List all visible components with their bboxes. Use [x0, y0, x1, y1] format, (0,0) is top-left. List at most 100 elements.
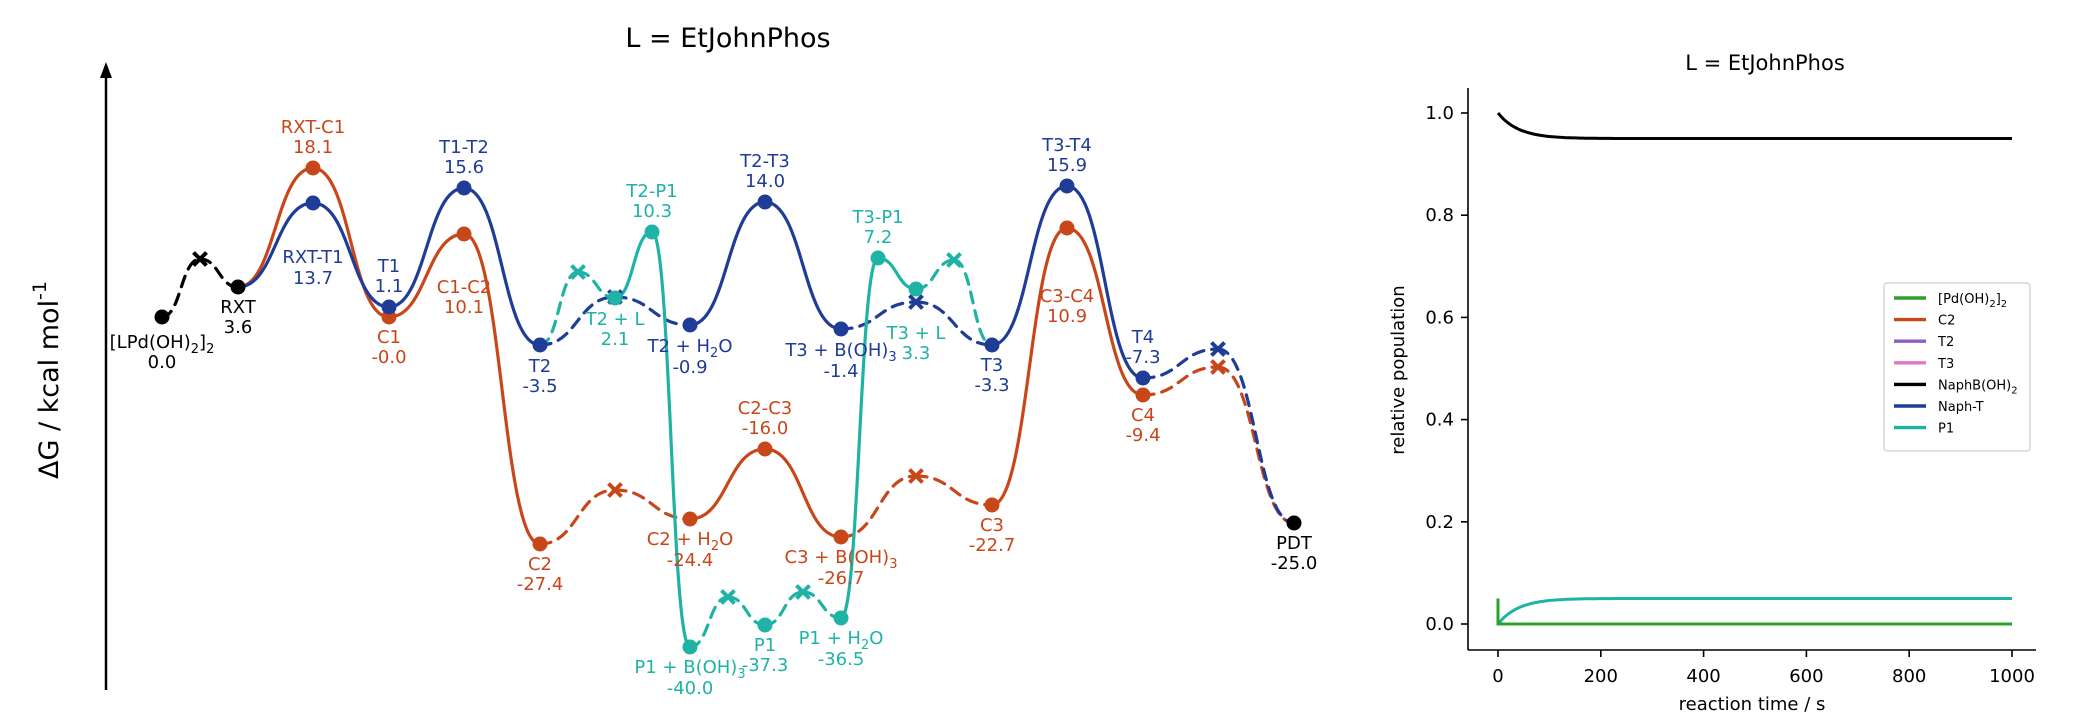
seg-c3boh-c3-a [839, 474, 918, 539]
state-name: T3-T4 [1041, 135, 1092, 156]
state-name: P1 + H2O [799, 628, 884, 653]
state-dot-rxt [230, 279, 246, 295]
state-dot-c4 [1135, 387, 1151, 403]
state-name: C2 + H2O [647, 529, 734, 554]
x-tick-label: 800 [1892, 666, 1926, 687]
state-value: 3.6 [224, 317, 253, 338]
state-value: -0.0 [371, 347, 406, 368]
legend-entry: P1 [1894, 422, 1954, 437]
legend-label: [Pd(OH)2]2 [1938, 292, 2007, 310]
seg-t2-t2h2o-b [613, 295, 692, 327]
x-tick-label: 400 [1686, 666, 1720, 687]
population-series [1496, 112, 2012, 626]
state-label-c2: C2-27.4 [517, 554, 564, 595]
state-dot-lpd [154, 309, 170, 325]
state-value: -16.0 [742, 418, 789, 439]
seg-c3boh-c3-cross [908, 468, 924, 484]
state-label-c3: C3-22.7 [969, 515, 1016, 556]
seg-t2t3-t3boh [763, 200, 843, 331]
state-value: 1.1 [375, 276, 404, 297]
profile-labels: [LPd(OH)2]20.0RXT3.6RXT-C118.1RXT-T113.7… [110, 117, 1318, 699]
y-tick-label: 0.6 [1425, 307, 1454, 328]
state-label-t2: T2-3.5 [522, 356, 557, 397]
seg-t2p1-p1boh [650, 230, 692, 649]
state-dot-c2 [532, 536, 548, 552]
state-name: C2-C3 [738, 398, 793, 419]
seg-t3l-t3-cross [946, 252, 962, 268]
state-name: T2 + H2O [647, 336, 733, 361]
state-dot-t3l [908, 281, 924, 297]
state-dot-c1c2 [456, 226, 472, 242]
state-label-t3l: T3 + L3.3 [885, 323, 945, 364]
seg-t3t4-t4 [1065, 184, 1145, 380]
state-dot-t4 [1135, 370, 1151, 386]
state-dot-t2l [607, 290, 623, 306]
state-label-t3-p1: T3-P17.2 [851, 207, 903, 248]
legend-entry: T3 [1894, 357, 1954, 372]
seg-c3-c3c4 [990, 226, 1069, 507]
state-value: -37.3 [742, 655, 789, 676]
state-name: T3-P1 [851, 207, 903, 228]
state-name: T2-T3 [739, 151, 790, 172]
seg-c4-pdt-orange-a [1141, 365, 1220, 397]
state-label-t2l: T2 + L2.1 [584, 309, 644, 350]
state-label-t2h2o: T2 + H2O-0.9 [647, 336, 733, 378]
state-value: -0.9 [672, 357, 707, 378]
legend-label: T2 [1937, 335, 1954, 350]
state-value: 7.2 [864, 227, 893, 248]
seg-p1boh-p1-cross [720, 589, 736, 605]
state-dot-t1t2 [456, 180, 472, 196]
state-name: T4 [1131, 327, 1154, 348]
x-tick-label: 0 [1492, 666, 1503, 687]
seg-c2c3-c3boh [763, 447, 843, 539]
series-line-black [1496, 112, 2012, 140]
legend-entry: T2 [1894, 335, 1954, 350]
seg-c3boh-c3-b [914, 474, 994, 507]
energy-axis-label: ΔG / kcal mol-1 [29, 281, 65, 479]
population-chart: L = EtJohnPhos 0.0 0.2 0.4 0.6 0.8 1.0 0 200 40… [1388, 51, 2036, 715]
state-label-c3boh: C3 + B(OH)3-26.7 [785, 547, 898, 589]
seg-p1-p1h2o-cross [795, 584, 811, 600]
state-label-c4: C4-9.4 [1125, 405, 1160, 446]
seg-t2l-t2p1 [613, 230, 654, 300]
energy-profile-chart: L = EtJohnPhos ΔG / kcal mol-1 [LPd(OH)2… [29, 23, 1317, 699]
state-value: 0.0 [148, 352, 177, 373]
seg-lpd-rxt-cross [192, 251, 208, 267]
state-value: -25.0 [1271, 553, 1318, 574]
y-tick-label: 0.2 [1425, 512, 1454, 533]
state-name: C3 + B(OH)3 [785, 547, 898, 572]
state-value: 15.6 [444, 157, 484, 178]
seg-t3l-t3-b [952, 258, 994, 347]
state-value: -24.4 [667, 550, 714, 571]
state-label-c1: C1-0.0 [371, 327, 406, 368]
legend-entry: C2 [1894, 314, 1955, 329]
seg-c1c2-c2 [462, 232, 542, 546]
seg-lpd-rxt-a [160, 257, 202, 319]
state-dot-t2t3 [757, 194, 773, 210]
state-value: -40.0 [667, 678, 714, 699]
state-dot-t1 [381, 299, 397, 315]
seg-c4-pdt-orange-b [1216, 365, 1296, 525]
seg-c4-pdt-orange-cross [1210, 359, 1226, 375]
state-value: 15.9 [1047, 155, 1087, 176]
state-value: -36.5 [818, 649, 865, 670]
state-name: C3-C4 [1040, 286, 1095, 307]
legend-entry: [Pd(OH)2]2 [1894, 292, 2007, 310]
seg-p1h2o-t3p1 [839, 256, 880, 620]
x-tick-label: 200 [1584, 666, 1618, 687]
state-value: -1.4 [823, 361, 858, 382]
state-label-c2-c3: C2-C3-16.0 [738, 398, 793, 439]
state-name: C3 [980, 515, 1004, 536]
population-legend: [Pd(OH)2]2 C2 T2 T3 NaphB(OH)2 Naph-T P1 [1883, 282, 2031, 452]
population-title: L = EtJohnPhos [1685, 51, 1845, 75]
state-value: -27.4 [517, 574, 564, 595]
state-dot-t2 [532, 337, 548, 353]
y-tick-label: 0.4 [1425, 410, 1454, 431]
state-dot-t3boh [833, 321, 849, 337]
legend-label: P1 [1938, 422, 1954, 437]
